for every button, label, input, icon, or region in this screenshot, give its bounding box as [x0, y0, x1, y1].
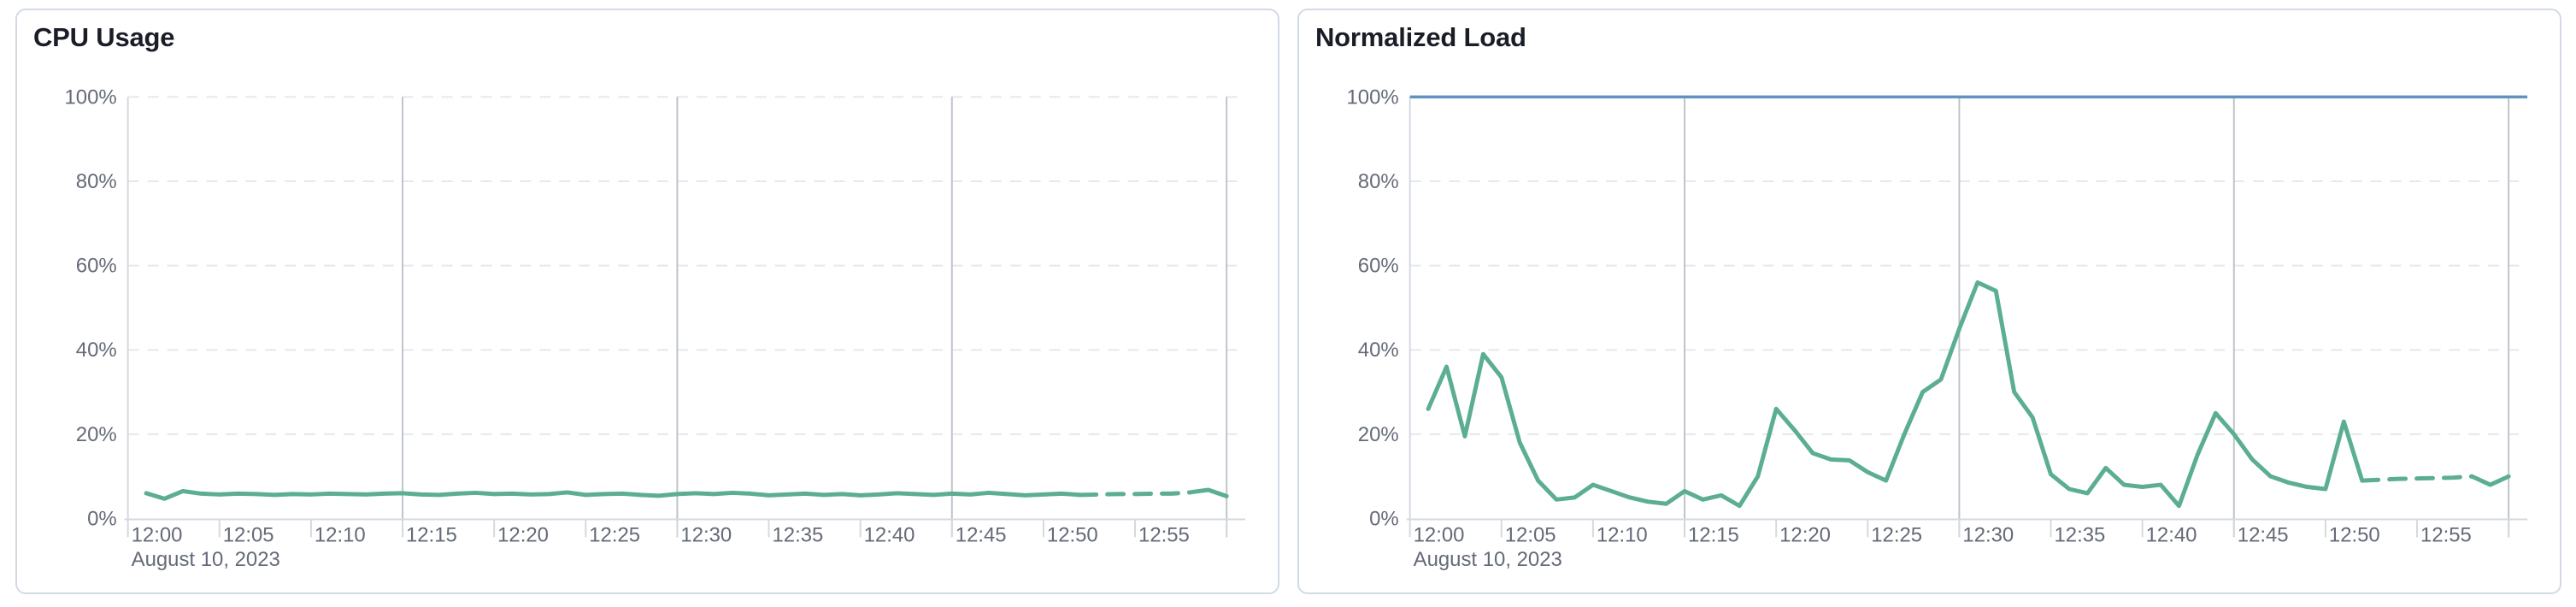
y-label-100%: 100% [1347, 85, 1399, 109]
x-label-12:35: 12:35 [2055, 523, 2106, 546]
y-label-40%: 40% [1358, 339, 1399, 362]
x-label-12:10: 12:10 [315, 523, 366, 546]
x-label-12:00: 12:00 [132, 523, 183, 546]
x-label-12:15: 12:15 [1688, 523, 1739, 546]
x-label-12:20: 12:20 [497, 523, 549, 546]
x-label-12:05: 12:05 [1505, 523, 1556, 546]
series-cpu-usage-dashed [1078, 490, 1192, 498]
series-normalized-load-dashed [2360, 474, 2474, 483]
series-cpu-usage-solid [1187, 487, 1229, 498]
chart-title-normalized-load: Normalized Load [1315, 22, 1526, 52]
series-normalized-load-solid [1426, 280, 2365, 509]
series-cpu-usage-solid [144, 488, 1083, 501]
x-label-12:40: 12:40 [2146, 523, 2197, 546]
y-label-40%: 40% [76, 339, 117, 362]
x-label-12:30: 12:30 [1962, 523, 2014, 546]
x-label-12:25: 12:25 [1871, 523, 1922, 546]
x-label-12:15: 12:15 [406, 523, 457, 546]
x-label-12:50: 12:50 [1047, 523, 1098, 546]
x-label-12:00: 12:00 [1414, 523, 1465, 546]
chart-card-normalized-load: Normalized Load 12:00 12:05 12:10 12:15 12:2… [1297, 9, 2561, 594]
x-label-12:40: 12:40 [864, 523, 915, 546]
x-label-12:10: 12:10 [1597, 523, 1648, 546]
y-label-80%: 80% [76, 170, 117, 193]
x-label-12:55: 12:55 [2420, 523, 2472, 546]
x-label-12:45: 12:45 [2238, 523, 2289, 546]
y-label-20%: 20% [1358, 423, 1399, 446]
series-normalized-load-solid [2469, 474, 2511, 487]
y-label-60%: 60% [76, 255, 117, 278]
chart-title-cpu-usage: CPU Usage [33, 22, 175, 52]
x-label-12:55: 12:55 [1138, 523, 1190, 546]
x-label-12:25: 12:25 [589, 523, 640, 546]
x-label-12:20: 12:20 [1779, 523, 1831, 546]
y-label-100%: 100% [65, 85, 117, 109]
y-label-20%: 20% [76, 423, 117, 446]
x-axis-date-label: August 10, 2023 [1414, 548, 1562, 571]
x-axis-date-label: August 10, 2023 [132, 548, 280, 571]
cpu-usage-chart[interactable]: 12:00 12:05 12:10 12:15 12:20 12:25 12:30 12:35… [17, 10, 1278, 592]
y-label-0%: 0% [87, 507, 117, 530]
x-label-12:50: 12:50 [2329, 523, 2380, 546]
y-label-60%: 60% [1358, 255, 1399, 278]
x-label-12:45: 12:45 [956, 523, 1007, 546]
y-label-0%: 0% [1369, 507, 1399, 530]
chart-card-cpu-usage: CPU Usage 12:00 12:05 12:10 12:15 12:20 12:25… [15, 9, 1279, 594]
x-label-12:35: 12:35 [773, 523, 824, 546]
x-label-12:05: 12:05 [223, 523, 274, 546]
y-label-80%: 80% [1358, 170, 1399, 193]
normalized-load-chart[interactable]: 12:00 12:05 12:10 12:15 12:20 12:25 12:30 12:35… [1299, 10, 2560, 592]
x-label-12:30: 12:30 [680, 523, 732, 546]
